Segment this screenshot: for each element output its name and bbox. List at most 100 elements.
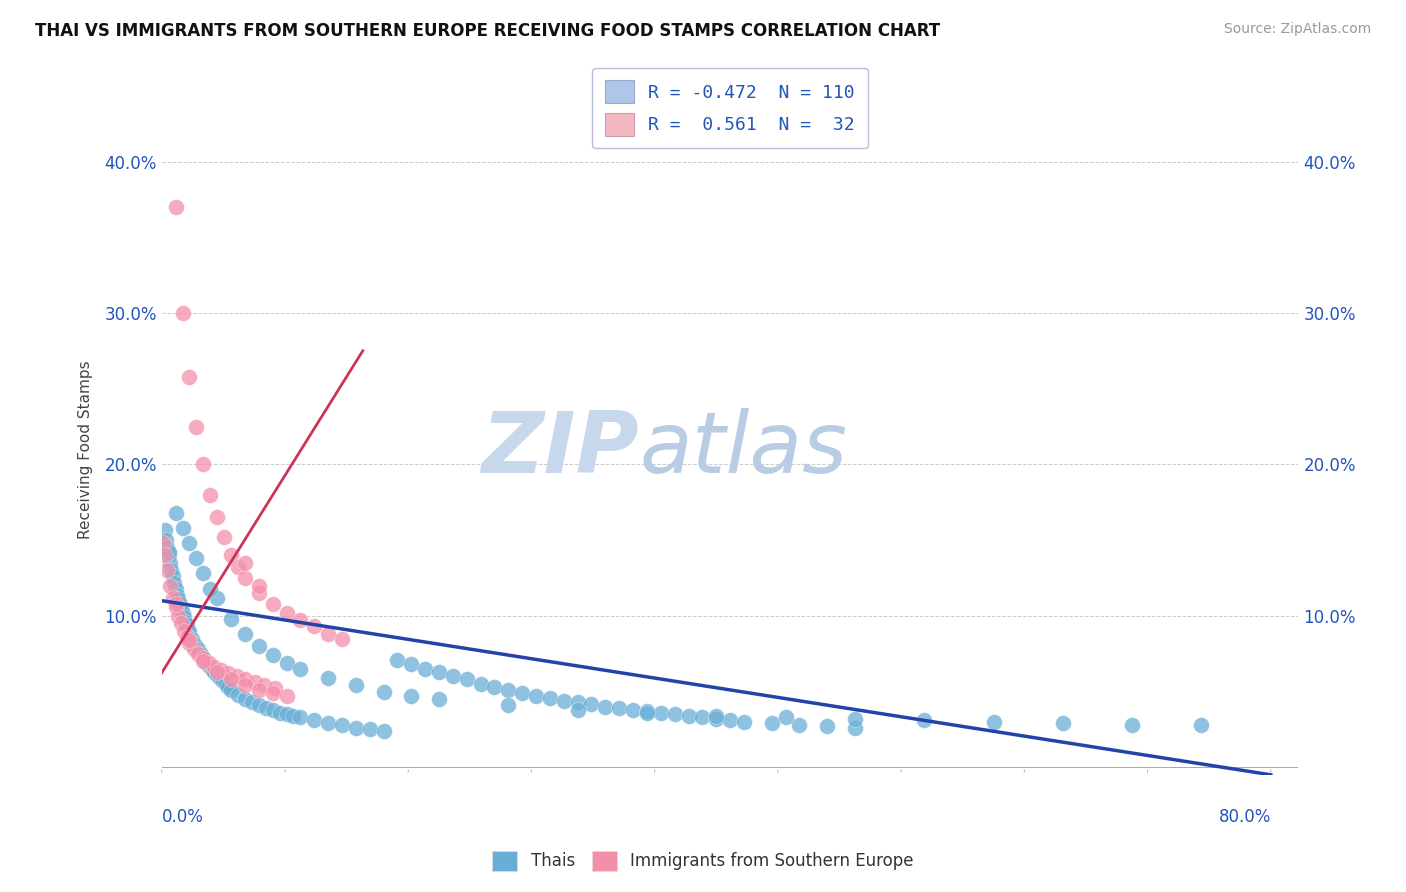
Point — [247, 698, 270, 713]
Point — [170, 601, 193, 615]
Point — [160, 563, 183, 577]
Point — [413, 662, 436, 676]
Point — [233, 673, 256, 687]
Point — [330, 632, 353, 646]
Point — [302, 619, 325, 633]
Point — [165, 599, 187, 614]
Point — [176, 618, 198, 632]
Point — [226, 688, 249, 702]
Point — [815, 719, 838, 733]
Point — [1191, 718, 1213, 732]
Y-axis label: Receiving Food Stamps: Receiving Food Stamps — [79, 360, 93, 539]
Text: 0.0%: 0.0% — [162, 808, 204, 826]
Point — [240, 695, 263, 709]
Point — [844, 721, 866, 735]
Point — [276, 707, 298, 722]
Point — [538, 690, 561, 705]
Point — [156, 541, 179, 555]
Point — [190, 647, 212, 661]
Point — [186, 419, 208, 434]
Point — [283, 708, 305, 723]
Point — [607, 701, 630, 715]
Point — [247, 578, 270, 592]
Point — [173, 610, 195, 624]
Point — [179, 369, 201, 384]
Point — [204, 665, 226, 679]
Point — [165, 582, 187, 596]
Point — [219, 673, 242, 687]
Point — [183, 642, 205, 657]
Point — [200, 488, 222, 502]
Point — [163, 575, 186, 590]
Point — [187, 642, 209, 657]
Point — [173, 624, 195, 638]
Point — [553, 693, 575, 707]
Point — [344, 678, 367, 692]
Point — [159, 578, 181, 592]
Point — [373, 723, 395, 738]
Point — [330, 718, 353, 732]
Point — [290, 710, 312, 724]
Point — [456, 673, 478, 687]
Point — [156, 563, 179, 577]
Point — [316, 627, 339, 641]
Point — [179, 625, 201, 640]
Point — [678, 708, 700, 723]
Point — [179, 636, 201, 650]
Point — [912, 714, 935, 728]
Point — [247, 586, 270, 600]
Point — [181, 632, 204, 646]
Point — [359, 723, 381, 737]
Point — [1121, 718, 1143, 732]
Point — [844, 712, 866, 726]
Point — [198, 658, 221, 673]
Point — [165, 506, 187, 520]
Point — [498, 698, 520, 713]
Point — [205, 665, 228, 679]
Point — [193, 458, 215, 472]
Point — [169, 597, 191, 611]
Point — [470, 677, 492, 691]
Point — [247, 639, 270, 653]
Point — [184, 638, 207, 652]
Point — [243, 675, 266, 690]
Point — [316, 716, 339, 731]
Point — [176, 630, 198, 644]
Point — [179, 536, 201, 550]
Point — [152, 536, 174, 550]
Point — [704, 708, 727, 723]
Point — [636, 704, 658, 718]
Point — [290, 613, 312, 627]
Point — [172, 521, 194, 535]
Point — [498, 683, 520, 698]
Point — [567, 695, 589, 709]
Point — [219, 683, 242, 698]
Point — [567, 703, 589, 717]
Point — [153, 548, 176, 562]
Point — [247, 683, 270, 698]
Point — [217, 680, 239, 694]
Point — [302, 714, 325, 728]
Point — [276, 689, 298, 703]
Point — [344, 721, 367, 735]
Point — [167, 608, 190, 623]
Text: Source: ZipAtlas.com: Source: ZipAtlas.com — [1223, 22, 1371, 37]
Point — [775, 710, 797, 724]
Point — [290, 662, 312, 676]
Point — [193, 651, 215, 665]
Point — [205, 510, 228, 524]
Text: atlas: atlas — [640, 408, 848, 491]
Point — [212, 530, 235, 544]
Point — [219, 548, 242, 562]
Point — [201, 662, 224, 676]
Point — [262, 686, 284, 700]
Point — [373, 684, 395, 698]
Point — [205, 591, 228, 605]
Point — [262, 648, 284, 663]
Point — [174, 615, 197, 629]
Point — [441, 669, 464, 683]
Point — [159, 556, 181, 570]
Point — [718, 714, 741, 728]
Text: THAI VS IMMIGRANTS FROM SOUTHERN EUROPE RECEIVING FOOD STAMPS CORRELATION CHART: THAI VS IMMIGRANTS FROM SOUTHERN EUROPE … — [35, 22, 941, 40]
Point — [233, 556, 256, 570]
